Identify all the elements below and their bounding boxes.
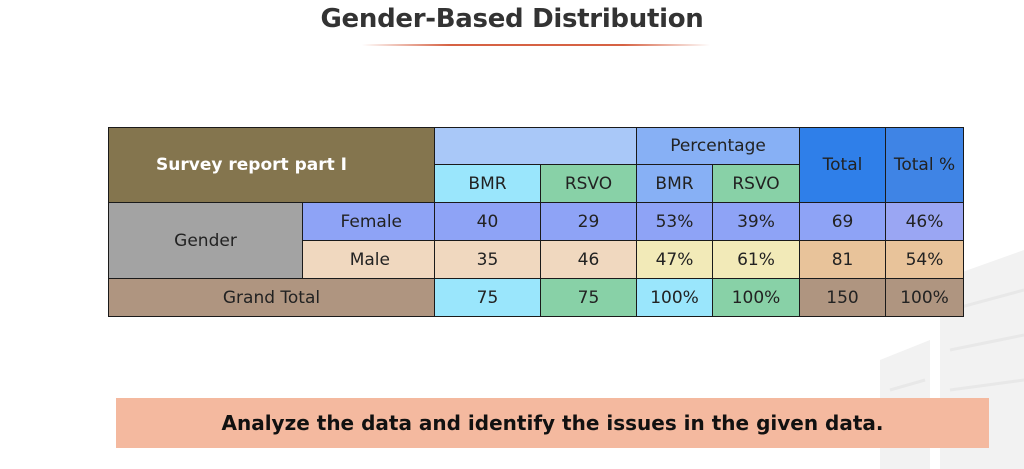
table-cell: 40 — [434, 202, 541, 241]
table-cell: 61% — [711, 240, 801, 279]
rsvo-header: RSVO — [540, 164, 637, 203]
table-cell: 47% — [636, 240, 713, 279]
table-cell: 35 — [434, 240, 541, 279]
title-underline — [362, 44, 710, 46]
pct-rsvo-header: RSVO — [711, 164, 801, 203]
header-row-1: Survey report part I Percentage Total To… — [108, 127, 965, 203]
pct-bmr-header: BMR — [636, 164, 713, 203]
table-cell: 69 — [799, 202, 887, 241]
table-cell: 81 — [799, 240, 887, 279]
table-cell: 100% — [885, 278, 965, 317]
percentage-header: Percentage — [635, 127, 801, 165]
table-cell: 39% — [711, 202, 801, 241]
table-cell: 46% — [885, 202, 965, 241]
row-label: Female — [302, 202, 435, 241]
grand-total-label: Grand Total — [108, 278, 435, 317]
survey-table: Survey report part I Percentage Total To… — [108, 127, 965, 317]
table-cell: 100% — [711, 278, 801, 317]
table-row: Male 35 46 47% 61% 81 54% — [109, 240, 965, 279]
table-cell: 46 — [540, 240, 637, 279]
table-cell: 75 — [434, 278, 541, 317]
task-banner: Analyze the data and identify the issues… — [116, 398, 989, 448]
table-cell: 29 — [540, 202, 637, 241]
grand-total-row: Grand Total 75 75 100% 100% 150 100% — [108, 278, 965, 317]
total-pct-header: Total % — [885, 127, 965, 203]
table-row: Gender Female 40 29 53% 39% 69 46% — [108, 202, 965, 279]
row-label: Male — [302, 240, 435, 279]
total-header: Total — [799, 127, 887, 203]
page-title: Gender-Based Distribution — [320, 4, 704, 34]
table-cell: 100% — [636, 278, 713, 317]
table-cell: 53% — [636, 202, 713, 241]
blank-header — [434, 127, 637, 165]
table-cell: 150 — [799, 278, 887, 317]
gender-group-label: Gender — [108, 202, 303, 279]
table-cell: 54% — [885, 240, 965, 279]
table-cell: 75 — [540, 278, 637, 317]
task-text: Analyze the data and identify the issues… — [221, 411, 884, 435]
bmr-header: BMR — [434, 164, 541, 203]
table-caption: Survey report part I — [108, 127, 435, 203]
